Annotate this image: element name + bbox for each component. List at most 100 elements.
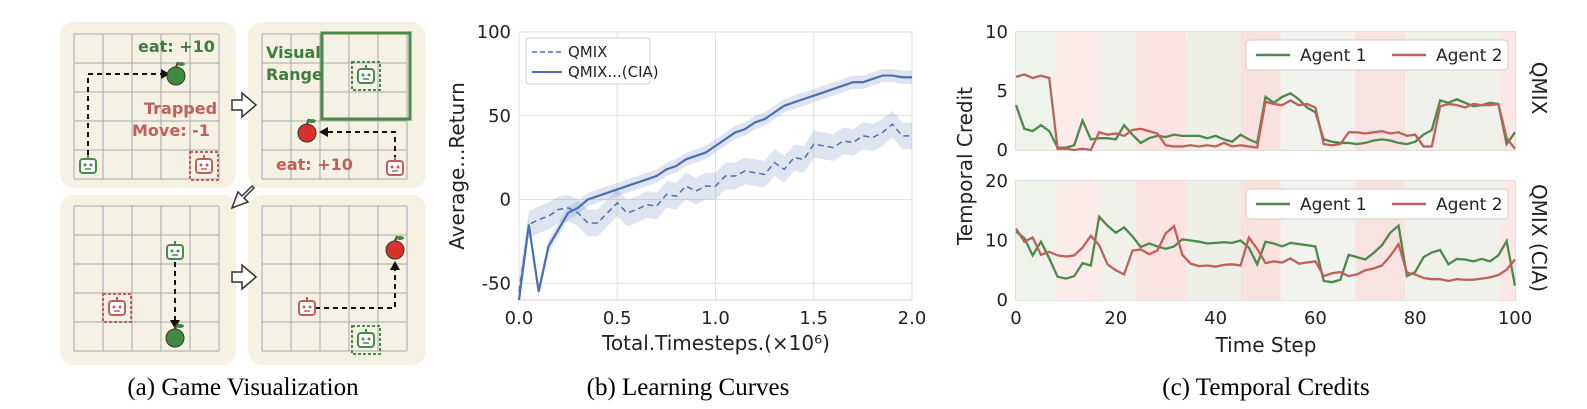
series-lines <box>517 74 912 301</box>
game-visualization: eat: +10 Trapped Move: -1 Visual Range e… <box>60 22 426 401</box>
legend-box <box>1245 39 1509 71</box>
arrow-right-icon <box>231 91 258 119</box>
legend-box <box>1245 188 1509 220</box>
x-tick-label: 0 <box>1010 308 1021 329</box>
arrowhead-icon <box>170 320 180 329</box>
robot-eye <box>83 163 87 167</box>
x-tick-label: 2.0 <box>898 308 927 329</box>
trap-frame <box>351 61 381 91</box>
robot-eye <box>367 73 371 77</box>
caption-c: (c) Temporal Credits <box>1162 374 1369 401</box>
robot-body <box>195 158 213 174</box>
legend-label: QMIX...(CIA) <box>568 63 659 81</box>
apple-body <box>166 66 186 86</box>
robot-eye <box>390 165 394 169</box>
visual-range-label-2: Range <box>266 65 323 84</box>
apple-leaf <box>176 324 184 328</box>
robot-eye <box>199 163 203 167</box>
y-tick-label: 0 <box>500 190 511 211</box>
robot-eye <box>176 249 180 253</box>
robot-agent-icon <box>166 241 184 260</box>
apple-stem <box>394 235 398 242</box>
robot-eye <box>118 305 122 309</box>
y-tick-label: 50 <box>488 106 511 127</box>
robot-body <box>79 158 97 174</box>
time-band <box>1016 181 1056 300</box>
robot-body <box>166 244 184 260</box>
time-band <box>1055 181 1101 300</box>
game-panel-bottom-right <box>248 195 426 365</box>
visual-range-box <box>320 31 412 121</box>
robot-eye <box>308 305 312 309</box>
path-arrow <box>326 131 396 160</box>
robot-body <box>298 300 316 316</box>
x-tick-label: 80 <box>1404 308 1427 329</box>
temporal-credits-chart: 0 5 10 Agent 1 Agent 2 0 10 20 0 20 40 60 80 100 Agen… <box>953 22 1551 401</box>
game-panel-bottom-left <box>60 195 236 365</box>
robot-body <box>108 300 126 316</box>
tick-labels: 0.0 0.5 1.0 1.5 2.0 -50 0 50 100 <box>477 22 927 329</box>
series-line <box>1015 214 1517 286</box>
legend-label: Agent 1 <box>1300 195 1367 215</box>
apple-body <box>165 328 185 348</box>
robot-agent-icon <box>351 325 381 355</box>
series-line <box>1014 92 1516 149</box>
apple-body <box>297 123 317 143</box>
arrow-down-left-icon <box>230 184 256 210</box>
robot-eye <box>367 337 371 341</box>
visual-range-label: Visual <box>266 43 321 62</box>
subplot-title-qmix: QMIX <box>1527 62 1551 115</box>
x-tick-label: 40 <box>1204 308 1227 329</box>
y-tick-label: 100 <box>477 22 511 43</box>
robot-eye <box>361 73 365 77</box>
x-axis-label: Time Step <box>1215 333 1317 357</box>
y-tick-label: 5 <box>997 81 1008 102</box>
robot-agent-icon <box>386 157 404 176</box>
series-line <box>1015 73 1516 152</box>
eat-label: eat: +10 <box>138 37 215 56</box>
y-tick-label: 0 <box>997 140 1008 161</box>
robot-body <box>386 160 404 176</box>
robot-agent-icon <box>298 297 316 316</box>
robot-agent-icon <box>102 293 132 323</box>
robot-agent-icon <box>79 155 97 174</box>
y-tick-label: 10 <box>985 22 1008 43</box>
trap-frame <box>189 151 219 181</box>
series-line <box>518 123 912 292</box>
x-tick-label: 20 <box>1104 308 1127 329</box>
grid-lines <box>73 33 408 352</box>
x-tick-label: 100 <box>1498 308 1532 329</box>
legend: Agent 1 Agent 2 <box>1245 188 1509 220</box>
time-band <box>1100 181 1136 300</box>
apple-icon <box>385 235 405 260</box>
trapped-move-label: Move: -1 <box>132 121 210 140</box>
robot-body <box>357 332 375 348</box>
apple-icon <box>166 61 186 86</box>
apple-leaf <box>396 236 404 240</box>
apple-icon <box>297 118 317 143</box>
series-line <box>517 74 912 301</box>
qmix-cia-subplot: 0 10 20 0 20 40 60 80 100 Agent 1 Agent 2 <box>985 171 1532 329</box>
caption-b: (b) Learning Curves <box>587 374 790 401</box>
confidence-bands <box>519 68 912 300</box>
apple-icon <box>165 323 185 348</box>
legend-label: QMIX <box>568 43 607 61</box>
robot-eye <box>170 249 174 253</box>
x-axis-label: Total.Timesteps.(×10⁶) <box>601 331 830 355</box>
arrowhead-icon <box>390 261 400 270</box>
robot-agent-icon <box>351 61 381 91</box>
robot-eye <box>112 305 116 309</box>
agents-layer <box>79 61 405 355</box>
trap-frame <box>102 293 132 323</box>
legend: Agent 1 Agent 2 <box>1245 39 1509 71</box>
subplot-title-qmix-cia: QMIX (CIA) <box>1527 184 1551 292</box>
arrow-right-icon <box>231 263 258 291</box>
robot-body <box>357 68 375 84</box>
time-band <box>1135 32 1186 150</box>
apple-leaf <box>308 119 316 123</box>
robot-eye <box>89 163 93 167</box>
y-tick-label: 20 <box>985 171 1008 192</box>
apple-stem <box>174 323 178 330</box>
trap-frame <box>351 325 381 355</box>
